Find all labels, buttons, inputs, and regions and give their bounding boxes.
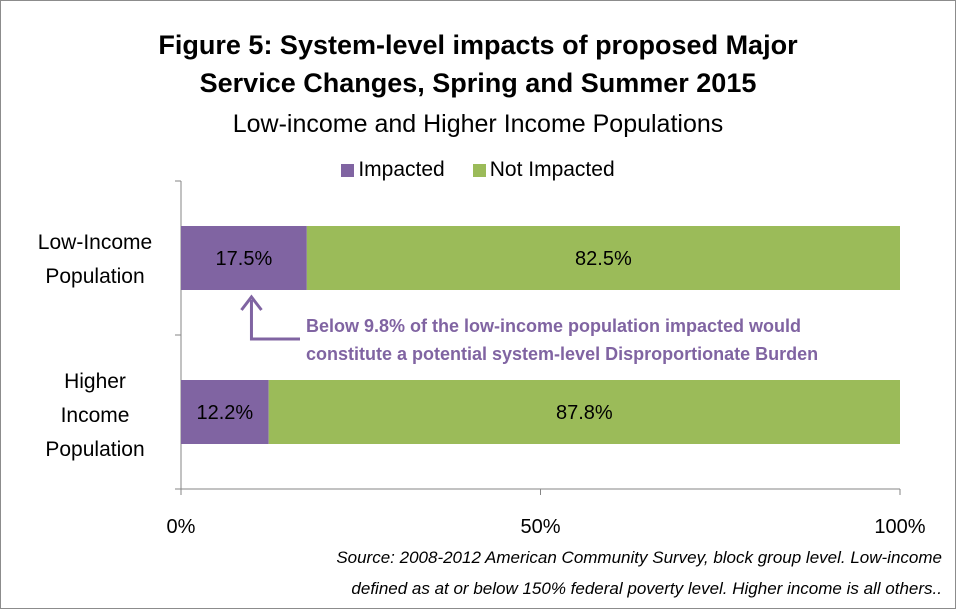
data-label: 87.8% xyxy=(556,402,613,424)
data-label: 17.5% xyxy=(216,248,273,270)
bar-segment xyxy=(181,380,269,444)
annotation-line1: Below 9.8% of the low-income population … xyxy=(306,316,802,336)
bar-segment xyxy=(181,226,307,290)
legend-label-impacted: Impacted xyxy=(358,158,445,181)
bars: 17.5% 82.5% 12.2% 87.8% xyxy=(181,226,900,444)
category-label-low-income: Low-Income Population xyxy=(20,226,170,294)
legend-swatch-impacted xyxy=(341,163,355,177)
legend-label-not-impacted: Not Impacted xyxy=(489,158,615,181)
annotation-arrow-head xyxy=(240,294,263,311)
bar-segment xyxy=(306,226,900,290)
annotation-arrow xyxy=(240,294,300,341)
legend: Impacted Not Impacted xyxy=(0,158,956,182)
category-label-line: Population xyxy=(45,438,145,461)
category-label-line: Population xyxy=(45,265,145,288)
data-label: 12.2% xyxy=(196,402,253,424)
chart-title-line2: Service Changes, Spring and Summer 2015 xyxy=(199,68,757,98)
source-note: Source: 2008-2012 American Community Sur… xyxy=(42,542,942,604)
chart-subtitle: Low-income and Higher Income Populations xyxy=(232,110,724,138)
chart-title-line1: Figure 5: System-level impacts of propos… xyxy=(158,30,798,60)
legend-item-impacted: Impacted xyxy=(341,158,445,182)
bar-segment xyxy=(268,380,900,444)
annotation-text: Below 9.8% of the low-income population … xyxy=(306,312,818,368)
legend-item-not-impacted: Not Impacted xyxy=(472,158,615,182)
annotation-line2: constitute a potential system-level Disp… xyxy=(306,344,819,364)
x-tick-labels: 0% 50% 100% xyxy=(167,516,926,538)
category-label-line: Low-Income xyxy=(37,231,153,254)
x-tick-label: 100% xyxy=(874,516,925,538)
category-label-line: Income xyxy=(60,404,130,427)
category-label-higher-income: Higher Income Population xyxy=(20,365,170,467)
annotation-arrow-line xyxy=(249,300,300,341)
x-tick-label: 50% xyxy=(520,516,560,538)
source-line1: Source: 2008-2012 American Community Sur… xyxy=(336,548,942,567)
data-label: 82.5% xyxy=(575,248,632,270)
legend-swatch-not-impacted xyxy=(472,163,486,177)
x-tick-label: 0% xyxy=(167,516,196,538)
category-label-line: Higher xyxy=(64,370,126,393)
source-line2: defined as at or below 150% federal pove… xyxy=(351,579,942,598)
